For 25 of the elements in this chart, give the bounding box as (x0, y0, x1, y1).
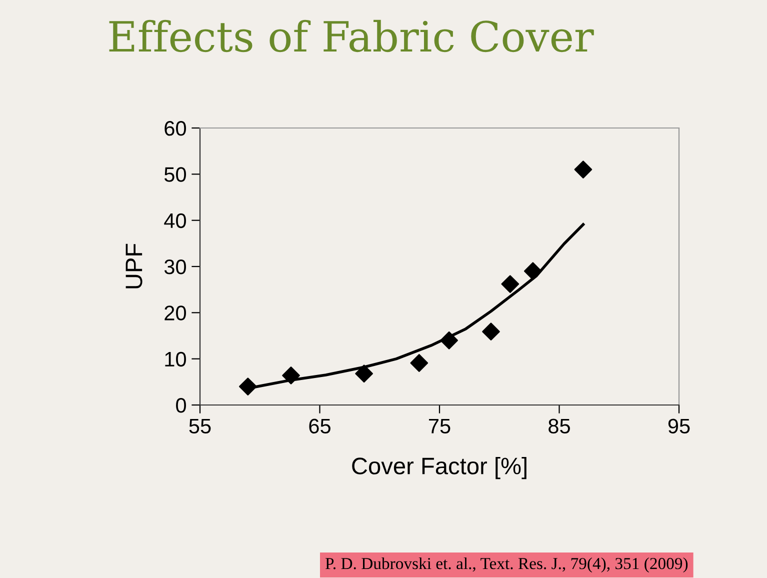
point (410, 354, 428, 372)
x-tick-label: 85 (548, 418, 570, 434)
y-tick-label: 20 (164, 306, 186, 320)
point (482, 322, 500, 341)
point (440, 331, 458, 350)
point (282, 366, 300, 384)
y-tick-label: 0 (176, 398, 186, 413)
point (355, 364, 373, 383)
y-tick-label: 40 (164, 213, 186, 228)
y-tick-label: 10 (165, 352, 186, 367)
x-axis-title: Cover Factor [%] (352, 457, 526, 480)
y-tick-label: 60 (164, 121, 186, 136)
point (574, 160, 592, 178)
chart-title: Effects of Fabric Cover (109, 20, 594, 52)
x-tick-label: 75 (428, 418, 450, 434)
point (501, 275, 520, 293)
y-tick-label: 30 (164, 260, 186, 274)
point (524, 262, 542, 280)
y-tick-label: 50 (164, 167, 186, 182)
y-axis-title: UPF (126, 244, 142, 288)
point (238, 378, 257, 396)
x-tick-label: 95 (668, 418, 690, 434)
x-tick-label: 55 (189, 418, 211, 434)
x-tick-label: 65 (309, 418, 330, 434)
text: P. D. Dubrovski et. al., Text. Res. J., 79(4), 351 (2009) (325, 557, 688, 573)
